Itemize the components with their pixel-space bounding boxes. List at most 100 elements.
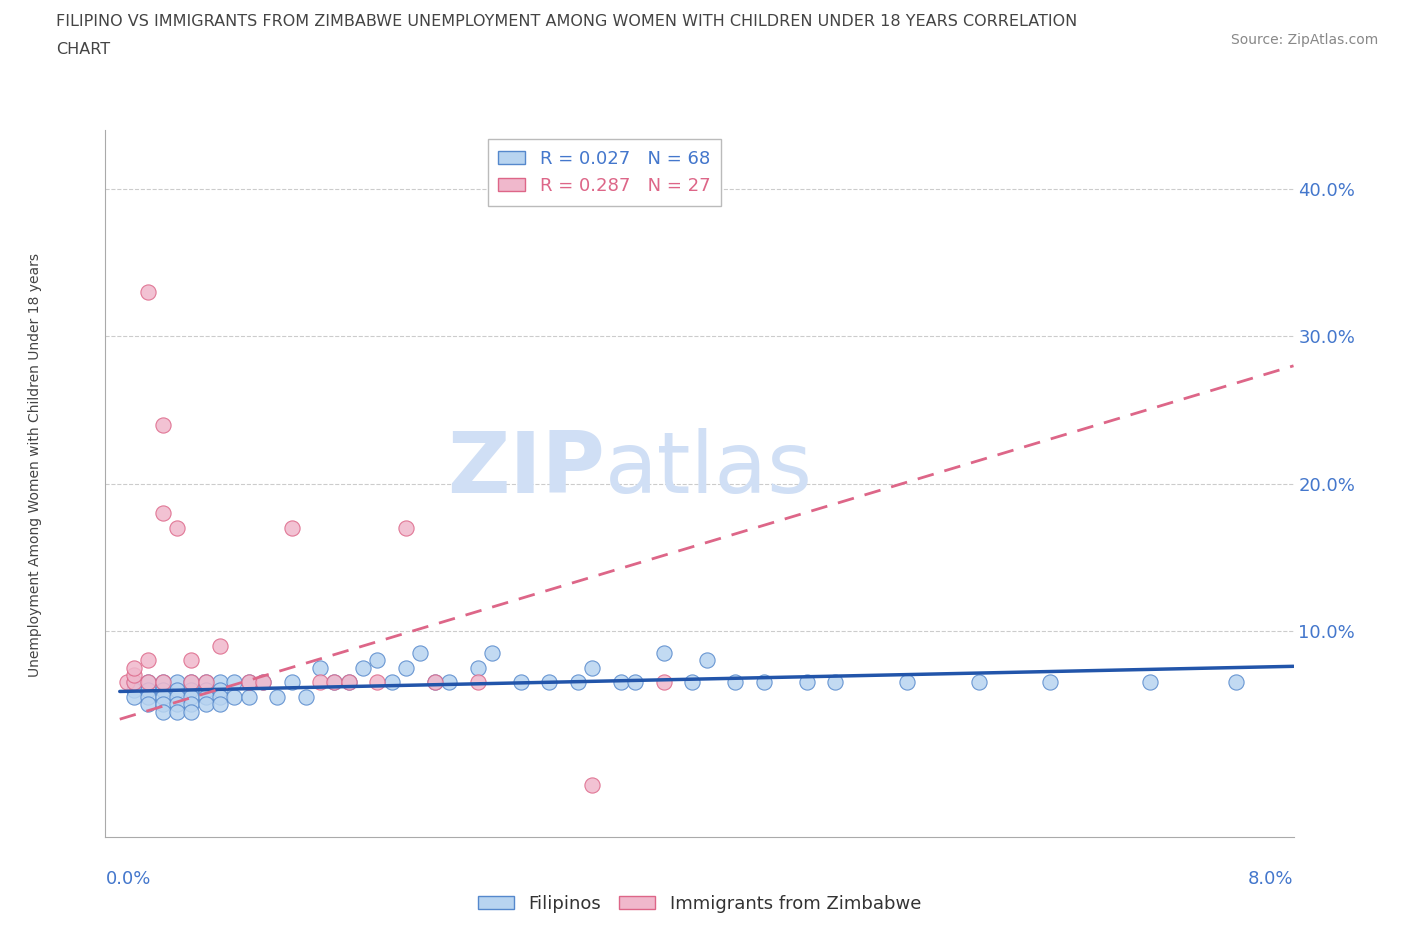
Point bbox=[1225, 675, 1247, 690]
Point bbox=[180, 675, 202, 690]
Point bbox=[280, 521, 302, 536]
Point bbox=[252, 675, 274, 690]
Point bbox=[122, 683, 145, 698]
Text: 0.0%: 0.0% bbox=[105, 870, 150, 887]
Point bbox=[180, 704, 202, 719]
Point bbox=[252, 675, 274, 690]
Point bbox=[696, 653, 718, 668]
Point bbox=[224, 690, 246, 705]
Point bbox=[509, 675, 531, 690]
Point bbox=[323, 675, 346, 690]
Point bbox=[208, 683, 231, 698]
Point bbox=[166, 683, 188, 698]
Point bbox=[152, 675, 174, 690]
Point bbox=[152, 506, 174, 521]
Point bbox=[1139, 675, 1161, 690]
Point bbox=[896, 675, 918, 690]
Point bbox=[138, 690, 160, 705]
Point bbox=[194, 683, 217, 698]
Text: ZIP: ZIP bbox=[447, 428, 605, 511]
Point bbox=[352, 660, 374, 675]
Point bbox=[395, 660, 418, 675]
Point bbox=[152, 675, 174, 690]
Point bbox=[194, 675, 217, 690]
Point bbox=[567, 675, 589, 690]
Point bbox=[409, 645, 432, 660]
Point bbox=[238, 675, 260, 690]
Point bbox=[180, 698, 202, 712]
Point bbox=[208, 638, 231, 653]
Point bbox=[381, 675, 404, 690]
Point bbox=[152, 418, 174, 432]
Point bbox=[467, 660, 489, 675]
Point bbox=[208, 690, 231, 705]
Point bbox=[122, 675, 145, 690]
Legend: Filipinos, Immigrants from Zimbabwe: Filipinos, Immigrants from Zimbabwe bbox=[471, 887, 928, 920]
Point bbox=[437, 675, 460, 690]
Text: FILIPINO VS IMMIGRANTS FROM ZIMBABWE UNEMPLOYMENT AMONG WOMEN WITH CHILDREN UNDE: FILIPINO VS IMMIGRANTS FROM ZIMBABWE UNE… bbox=[56, 14, 1077, 29]
Point bbox=[166, 704, 188, 719]
Point bbox=[166, 521, 188, 536]
Point bbox=[581, 778, 603, 793]
Point bbox=[115, 675, 138, 690]
Point bbox=[610, 675, 633, 690]
Point bbox=[538, 675, 561, 690]
Point bbox=[166, 690, 188, 705]
Point bbox=[323, 675, 346, 690]
Point bbox=[309, 675, 332, 690]
Point bbox=[752, 675, 775, 690]
Text: Unemployment Among Women with Children Under 18 years: Unemployment Among Women with Children U… bbox=[28, 253, 42, 677]
Point bbox=[138, 285, 160, 299]
Point bbox=[366, 675, 388, 690]
Point bbox=[138, 683, 160, 698]
Point bbox=[122, 668, 145, 683]
Point bbox=[967, 675, 990, 690]
Point bbox=[309, 660, 332, 675]
Point bbox=[152, 704, 174, 719]
Point bbox=[681, 675, 703, 690]
Text: CHART: CHART bbox=[56, 42, 110, 57]
Point bbox=[824, 675, 846, 690]
Point bbox=[152, 698, 174, 712]
Point bbox=[624, 675, 647, 690]
Point bbox=[166, 675, 188, 690]
Text: 8.0%: 8.0% bbox=[1249, 870, 1294, 887]
Point bbox=[581, 660, 603, 675]
Point bbox=[224, 675, 246, 690]
Point bbox=[280, 675, 302, 690]
Text: atlas: atlas bbox=[605, 428, 813, 511]
Point bbox=[238, 690, 260, 705]
Point bbox=[122, 690, 145, 705]
Point bbox=[122, 675, 145, 690]
Text: Source: ZipAtlas.com: Source: ZipAtlas.com bbox=[1230, 33, 1378, 46]
Point bbox=[423, 675, 446, 690]
Point bbox=[1039, 675, 1062, 690]
Point bbox=[194, 698, 217, 712]
Point bbox=[152, 683, 174, 698]
Point bbox=[366, 653, 388, 668]
Point bbox=[796, 675, 818, 690]
Point bbox=[337, 675, 360, 690]
Point bbox=[238, 675, 260, 690]
Point bbox=[423, 675, 446, 690]
Point bbox=[652, 675, 675, 690]
Point bbox=[295, 690, 318, 705]
Point bbox=[194, 690, 217, 705]
Point bbox=[724, 675, 747, 690]
Point bbox=[337, 675, 360, 690]
Point bbox=[138, 698, 160, 712]
Point bbox=[166, 698, 188, 712]
Point bbox=[395, 521, 418, 536]
Point bbox=[481, 645, 503, 660]
Point bbox=[138, 653, 160, 668]
Point bbox=[152, 690, 174, 705]
Point bbox=[467, 675, 489, 690]
Point bbox=[180, 683, 202, 698]
Point bbox=[122, 660, 145, 675]
Point bbox=[180, 653, 202, 668]
Point bbox=[208, 675, 231, 690]
Point bbox=[138, 675, 160, 690]
Point bbox=[266, 690, 288, 705]
Point bbox=[180, 690, 202, 705]
Point bbox=[208, 698, 231, 712]
